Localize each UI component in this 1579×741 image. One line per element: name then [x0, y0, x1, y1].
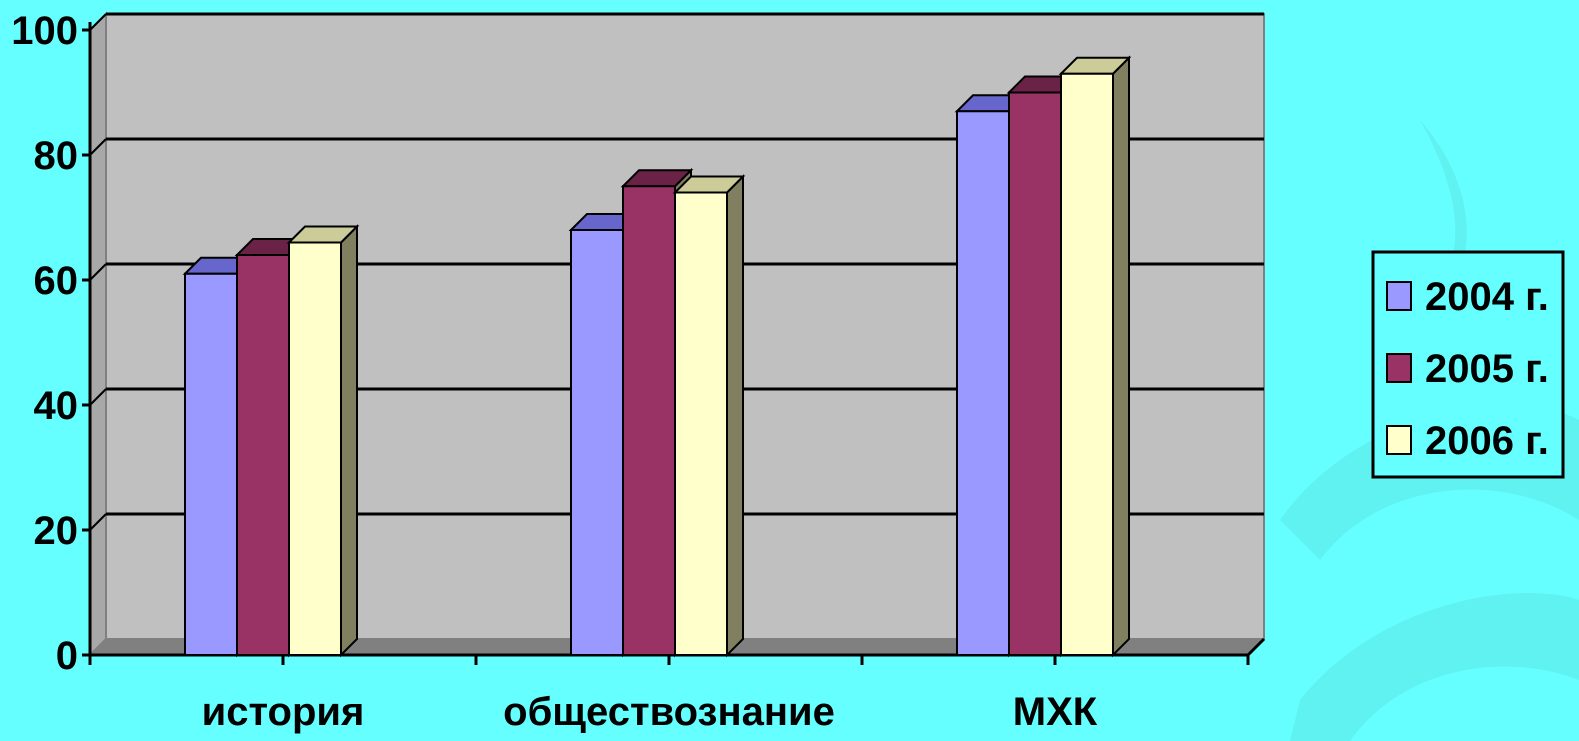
gridline-side — [89, 138, 107, 156]
legend-label: 2004 г. — [1425, 275, 1549, 319]
x-axis-end — [1246, 637, 1266, 657]
x-category-label: история — [202, 690, 365, 734]
bar-side — [340, 224, 358, 658]
bar-side — [726, 174, 744, 658]
bar — [1008, 91, 1062, 656]
bar — [288, 241, 342, 656]
y-tick-label: 0 — [56, 634, 78, 678]
legend-label: 2005 г. — [1425, 347, 1549, 391]
plot-area: 0 20 40 60 80 100 история обществознание МХК — [11, 9, 1266, 734]
legend: 2004 г. 2005 г. 2006 г. — [1371, 250, 1565, 479]
x-category-label: обществознание — [503, 690, 835, 734]
legend-swatch — [1386, 353, 1412, 383]
gridline-side — [89, 13, 107, 31]
bar-side — [1112, 55, 1130, 658]
gridline-side — [89, 513, 107, 531]
x-category-label: МХК — [1013, 690, 1098, 734]
bar — [570, 229, 624, 656]
bar — [956, 110, 1010, 656]
legend-label: 2006 г. — [1425, 419, 1549, 463]
plot-side-wall — [89, 11, 107, 658]
gridline-side — [89, 388, 107, 406]
legend-swatch — [1386, 281, 1412, 311]
y-tick-label: 60 — [34, 259, 79, 303]
bar — [236, 254, 290, 656]
bar — [622, 185, 676, 656]
legend-swatch — [1386, 425, 1412, 455]
bar — [1060, 72, 1114, 656]
bar — [674, 191, 728, 656]
gridline-side — [89, 263, 107, 281]
y-tick-label: 80 — [34, 134, 79, 178]
bar — [184, 272, 238, 656]
y-tick-label: 100 — [11, 9, 78, 53]
y-tick-label: 20 — [34, 509, 79, 553]
y-tick-label: 40 — [34, 384, 79, 428]
